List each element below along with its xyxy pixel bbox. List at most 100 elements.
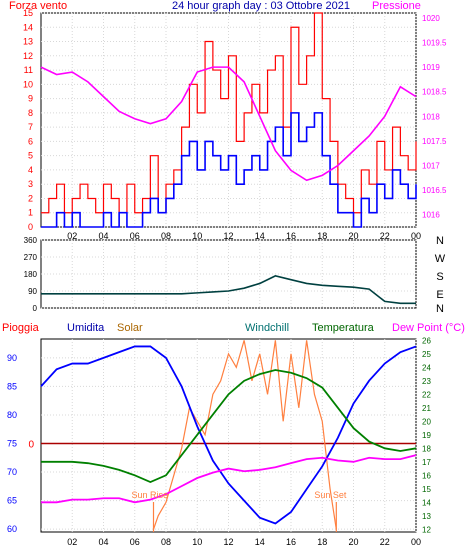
compass-label: E [436, 289, 443, 301]
rain-axis-title: Pioggia [2, 322, 40, 334]
temperature-tick-label: 18 [422, 444, 431, 453]
x-tick-label-top: 04 [98, 231, 108, 241]
x-tick-label-bottom: 18 [317, 537, 327, 547]
wind-tick-label: 12 [23, 51, 33, 61]
wind-tick-label: 4 [28, 165, 33, 175]
wind-tick-label: 7 [28, 122, 33, 132]
wind-tick-label: 13 [23, 37, 33, 47]
x-tick-label-bottom: 14 [255, 537, 265, 547]
wind-axis-title: Forza vento [9, 0, 67, 12]
humidity-tick-label: 70 [7, 467, 17, 477]
temperature-tick-label: 19 [422, 431, 431, 440]
x-tick-label-top: 16 [286, 231, 296, 241]
compass-label: W [435, 253, 446, 265]
x-tick-label-bottom: 02 [67, 537, 77, 547]
x-tick-label-top: 20 [348, 231, 358, 241]
pressure-tick-label: 1020 [422, 14, 440, 23]
humidity-tick-label: 60 [7, 524, 17, 534]
humidity-tick-label: 75 [7, 438, 17, 448]
x-tick-label-bottom: 00 [411, 537, 421, 547]
direction-tick-label: 90 [28, 287, 37, 296]
x-tick-label-top: 00 [411, 231, 421, 241]
x-tick-label-top: 08 [161, 231, 171, 241]
wind-average-series [41, 112, 417, 228]
x-tick-label-bottom: 04 [98, 537, 108, 547]
wind-tick-label: 10 [23, 79, 33, 89]
temperature-tick-label: 23 [422, 377, 431, 386]
wind-tick-label: 1 [28, 208, 33, 218]
temperature-tick-label: 25 [422, 350, 431, 359]
wind-direction-grid [41, 239, 417, 309]
humidity-tick-label: 90 [7, 353, 17, 363]
pressure-tick-label: 1018 [422, 112, 440, 121]
rain-zero-label: 0 [28, 439, 34, 450]
x-tick-label-bottom: 08 [161, 537, 171, 547]
direction-tick-label: 180 [24, 270, 38, 279]
chart-series [40, 12, 417, 532]
x-tick-label-bottom: 12 [223, 537, 233, 547]
temperature-tick-label: 24 [422, 363, 431, 372]
humidity-axis-title: Umidita [67, 322, 105, 334]
pressure-tick-label: 1017 [422, 162, 440, 171]
temperature-tick-label: 13 [422, 512, 431, 521]
wind-pressure-grid [41, 12, 417, 228]
direction-tick-label: 270 [24, 253, 38, 262]
wind-tick-label: 14 [23, 22, 33, 32]
x-tick-label-top: 12 [223, 231, 233, 241]
x-tick-label-bottom: 20 [348, 537, 358, 547]
humidity-series [40, 345, 417, 525]
dewpoint-series [41, 454, 417, 504]
x-tick-label-bottom: 10 [192, 537, 202, 547]
wind-tick-label: 0 [28, 222, 33, 232]
temperature-tick-label: 12 [422, 525, 431, 534]
wind-pressure-frame [40, 12, 417, 228]
wind-tick-label: 6 [28, 136, 33, 146]
wind-tick-label: 3 [28, 179, 33, 189]
pressure-tick-label: 1019.5 [422, 39, 447, 48]
x-tick-label-top: 02 [67, 231, 77, 241]
wind-tick-label: 5 [28, 151, 33, 161]
temperature-tick-label: 14 [422, 498, 431, 507]
temperature-tick-label: 17 [422, 458, 431, 467]
temperature-legend: Temperatura [312, 322, 375, 334]
pressure-tick-label: 1017.5 [422, 137, 447, 146]
x-tick-label-bottom: 06 [130, 537, 140, 547]
sun-rise-label: Sun Rise [132, 490, 169, 500]
humidity-tick-label: 80 [7, 410, 17, 420]
compass-label: N [436, 303, 444, 315]
temperature-tick-label: 15 [422, 485, 431, 494]
direction-tick-label: 360 [24, 236, 38, 245]
windchill-legend: Windchill [245, 322, 289, 334]
sun-set-label: Sun Set [314, 490, 347, 500]
temperature-tick-label: 20 [422, 417, 431, 426]
x-tick-label-top: 06 [130, 231, 140, 241]
x-tick-label-top: 14 [255, 231, 265, 241]
wind-tick-label: 11 [24, 65, 33, 75]
direction-tick-label: 0 [33, 304, 38, 313]
compass-label: S [436, 271, 443, 283]
dewpoint-legend: Dew Point (°C) [392, 322, 465, 334]
x-tick-label-bottom: 22 [380, 537, 390, 547]
humidity-tick-label: 65 [7, 496, 17, 506]
x-tick-label-top: 22 [380, 231, 390, 241]
temperature-tick-label: 22 [422, 390, 431, 399]
x-tick-label-top: 10 [192, 231, 202, 241]
solar-legend: Solar [117, 322, 143, 334]
x-tick-label-top: 18 [317, 231, 327, 241]
pressure-tick-label: 1016 [422, 211, 440, 220]
humidity-temperature-grid [41, 339, 417, 532]
compass-label: N [436, 235, 444, 247]
pressure-tick-label: 1019 [422, 63, 440, 72]
wind-tick-label: 2 [28, 193, 33, 203]
temperature-tick-label: 26 [422, 336, 431, 345]
pressure-tick-label: 1018.5 [422, 88, 447, 97]
temperature-tick-label: 21 [422, 404, 431, 413]
wind-direction-series [41, 275, 416, 305]
chart-title: 24 hour graph day : 03 Ottobre 2021 [172, 0, 350, 12]
pressure-series [40, 66, 417, 182]
humidity-tick-label: 85 [7, 381, 17, 391]
x-tick-label-bottom: 16 [286, 537, 296, 547]
solar-series [152, 340, 337, 530]
wind-tick-label: 15 [23, 8, 33, 18]
